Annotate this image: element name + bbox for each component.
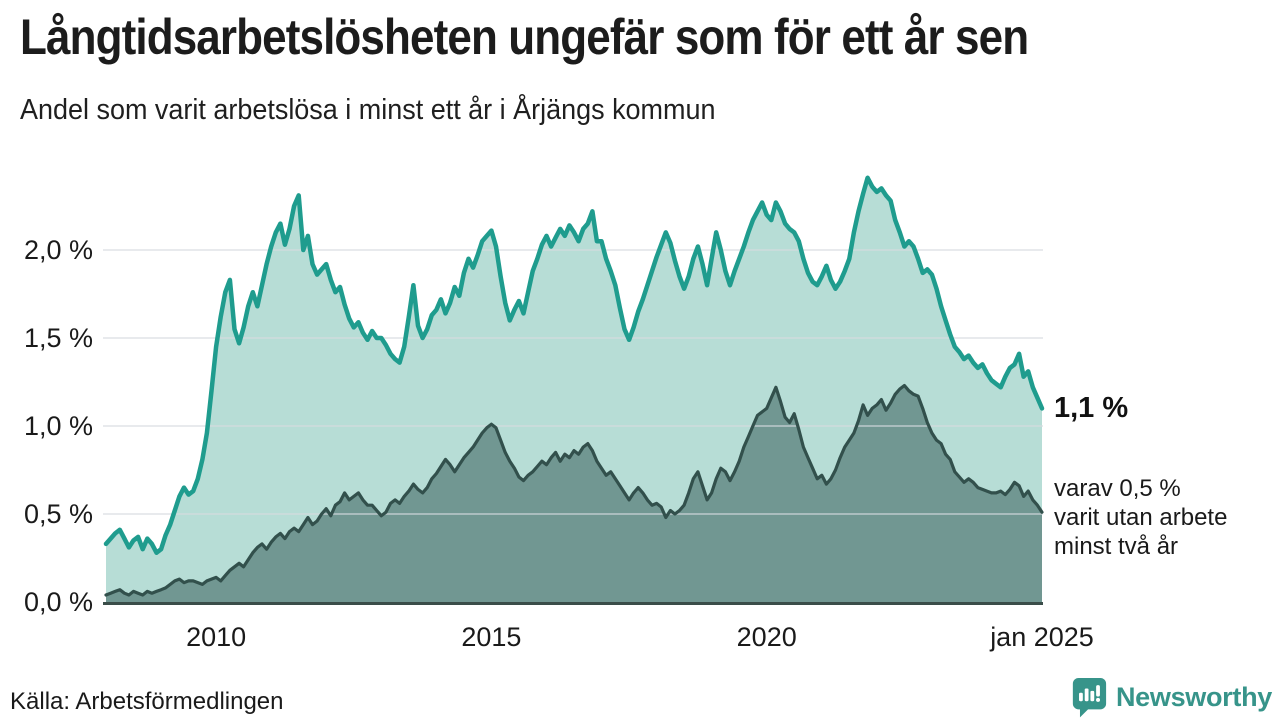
y-axis-label: 0,0 %: [23, 587, 93, 617]
y-axis-label: 0,5 %: [23, 499, 93, 529]
bar-chart-icon: [1078, 685, 1100, 702]
x-axis-label: 2015: [461, 622, 522, 652]
series-line-min-two-years: [104, 383, 1044, 597]
source-label: Källa: Arbetsförmedlingen: [10, 688, 284, 715]
latest-value-label: 1,1 %: [1054, 392, 1129, 424]
page-title: Långtidsarbetslösheten ungefär som för e…: [20, 9, 1029, 65]
series-area-min-two-years: [106, 385, 1042, 602]
newsworthy-logo-text: Newsworthy: [1115, 681, 1272, 712]
y-axis-label: 2,0 %: [23, 235, 93, 265]
newsworthy-logo-icon: [1072, 678, 1107, 718]
newsworthy-logo: Newsworthy: [1070, 676, 1272, 718]
chart-subtitle: Andel som varit arbetslösa i minst ett å…: [20, 94, 716, 126]
y-axis-label: 1,5 %: [23, 323, 93, 353]
y-axis-label: 1,0 %: [23, 411, 93, 441]
secondary-value-label: varav 0,5 % varit utan arbete minst två …: [1054, 475, 1228, 560]
series-line-min-one-year: [103, 175, 1045, 555]
x-axis-label: 2020: [736, 622, 797, 652]
x-axis-label: jan 2025: [990, 622, 1094, 652]
x-axis-label: 2010: [186, 622, 247, 652]
